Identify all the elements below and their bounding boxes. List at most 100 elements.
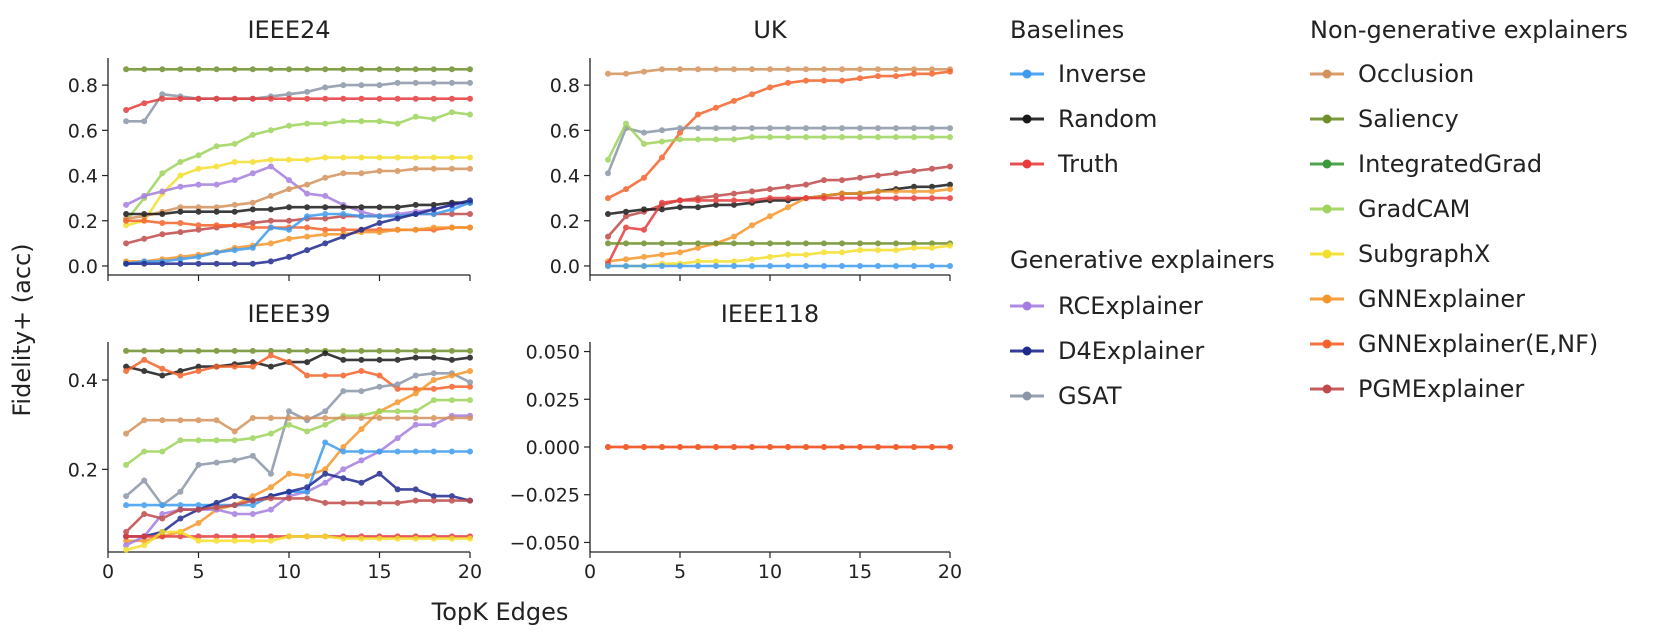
panel-ieee24-point-occlusion	[304, 181, 311, 188]
panel-ieee24-point-inverse	[231, 247, 238, 254]
panel-ieee24-point-subgraphx	[322, 154, 329, 161]
panel-ieee39-x-tick-label: 20	[458, 561, 482, 583]
panel-ieee24-point-inverse	[213, 249, 220, 256]
panel-ieee39-point-gnnexplainer-e-nf	[159, 365, 166, 372]
panel-ieee39-series-saliency	[123, 347, 473, 354]
panel-uk-series-saliency	[605, 240, 953, 247]
panel-ieee39-point-gsat	[123, 493, 130, 500]
legend-item-gradcam-swatch-marker	[1322, 204, 1332, 214]
panel-uk-y-tick-label: 0.8	[550, 75, 580, 97]
panel-ieee39-series-rcexplainer	[123, 412, 473, 549]
legend-item-d4explainer-label: D4Explainer	[1058, 337, 1204, 365]
panel-ieee24-point-d4explainer	[213, 260, 220, 267]
panel-ieee24-point-gnnexplainer	[267, 240, 274, 247]
panel-ieee24-point-saliency	[322, 66, 329, 73]
panel-ieee39-point-gsat	[394, 381, 401, 388]
panel-ieee24-point-random	[123, 211, 130, 217]
panel-ieee39-point-random	[267, 363, 274, 370]
panel-ieee24-point-subgraphx	[213, 163, 220, 170]
panel-ieee39-point-saliency	[141, 347, 148, 354]
panel-ieee24-point-d4explainer	[177, 260, 184, 267]
panel-ieee24-point-saliency	[123, 66, 130, 73]
panel-uk-point-pgmexplainer	[785, 183, 791, 190]
panel-uk-point-gradcam	[857, 134, 863, 141]
panel-ieee24-point-inverse	[340, 211, 347, 217]
panel-uk-point-pgmexplainer	[839, 177, 845, 184]
panel-ieee39-point-gsat	[340, 388, 347, 395]
panel-ieee39-y-tick-label: 0.4	[68, 370, 98, 392]
panel-ieee39-point-pgmexplainer	[141, 511, 148, 517]
panel-ieee39-point-random	[322, 350, 329, 357]
panel-uk-point-gnnexplainer	[623, 256, 629, 263]
panel-ieee118-x-tick-label: 15	[848, 561, 872, 583]
panel-ieee24-point-occlusion	[467, 165, 473, 172]
panel-ieee24-point-random	[376, 204, 383, 211]
panel-ieee24-point-inverse	[358, 213, 365, 220]
panel-ieee39-point-saliency	[177, 347, 184, 354]
panel-uk-point-gnnexplainer	[677, 249, 683, 256]
panel-ieee39-point-inverse	[430, 448, 437, 455]
panel-ieee39-point-d4explainer	[231, 493, 238, 500]
panel-ieee39-point-saliency	[467, 347, 473, 354]
panel-ieee24-point-gnnexplainer-e-nf	[231, 222, 238, 229]
panel-ieee24-point-truth	[159, 95, 166, 102]
panel-ieee39-point-subgraphx	[267, 537, 274, 544]
panel-uk-point-saliency	[641, 240, 647, 247]
panel-uk-point-gnnexplainer-e-nf	[929, 70, 935, 77]
panel-ieee39-point-saliency	[249, 347, 256, 354]
panel-ieee24-point-inverse	[322, 211, 329, 217]
panel-uk-point-subgraphx	[785, 251, 791, 258]
panel-ieee39-point-d4explainer	[340, 475, 347, 482]
panel-ieee39-point-occlusion	[195, 417, 202, 424]
panel-ieee118-x-tick-label: 5	[674, 561, 686, 583]
panel-ieee39-point-gradcam	[249, 435, 256, 442]
panel-ieee24-point-occlusion	[286, 186, 292, 193]
panel-ieee39-point-truth	[141, 533, 148, 540]
panel-uk-line-random	[607, 183, 951, 216]
panel-ieee24-point-occlusion	[322, 174, 329, 181]
panel-ieee39-point-inverse	[177, 502, 184, 509]
panel-uk-point-subgraphx	[803, 251, 809, 258]
panel-ieee24-point-saliency	[448, 66, 455, 73]
panel-ieee118-point-gnnexplainer-e-nf	[749, 444, 755, 450]
panel-ieee39-point-pgmexplainer	[430, 497, 437, 504]
panel-ieee24-point-gnnexplainer-e-nf	[340, 226, 347, 233]
panel-ieee39-point-subgraphx	[394, 535, 401, 542]
panel-ieee39-point-truth	[177, 533, 184, 540]
panel-uk-point-subgraphx	[821, 249, 827, 256]
panel-ieee24-point-truth	[322, 95, 329, 102]
panel-ieee24-line-subgraphx	[125, 156, 470, 227]
panel-ieee24-point-pgmexplainer	[177, 229, 184, 236]
panel-ieee24-point-random	[340, 204, 347, 211]
panel-uk-point-truth	[731, 197, 737, 204]
panel-uk-point-saliency	[821, 240, 827, 247]
panel-uk-point-occlusion	[839, 66, 845, 73]
panel-ieee24-point-occlusion	[267, 192, 274, 199]
panel-ieee24-point-random	[430, 201, 437, 208]
panel-ieee39-point-gnnexplainer	[467, 368, 473, 374]
panel-uk-y-tick-label: 0.4	[550, 166, 580, 188]
panel-uk-point-gnnexplainer-e-nf	[659, 154, 665, 161]
panel-ieee24-point-gsat	[467, 79, 473, 86]
panel-ieee118-point-gnnexplainer-e-nf	[731, 444, 737, 450]
panel-uk-point-gsat	[695, 125, 701, 132]
panel-uk-point-gradcam	[659, 138, 665, 145]
panel-ieee24-series-occlusion	[123, 165, 473, 222]
panel-ieee39-point-rcexplainer	[430, 421, 437, 428]
panel-uk-point-saliency	[839, 240, 845, 247]
panel-uk-point-gnnexplainer-e-nf	[785, 79, 791, 86]
panel-ieee39-point-saliency	[123, 347, 130, 354]
panel-ieee39-point-subgraphx	[231, 537, 238, 544]
panel-ieee39-point-gsat	[430, 370, 437, 377]
panel-ieee24-point-gsat	[430, 79, 437, 86]
panel-ieee24-point-truth	[394, 95, 401, 102]
panel-ieee39-point-random	[448, 356, 455, 363]
panel-ieee24-point-truth	[304, 95, 311, 102]
panel-ieee24-series-d4explainer	[123, 197, 473, 267]
panel-ieee39-point-pgmexplainer	[231, 502, 238, 509]
panel-uk-point-inverse	[767, 263, 773, 269]
panel-ieee24-point-rcexplainer	[159, 188, 166, 195]
panel-ieee39-point-saliency	[159, 347, 166, 354]
panel-ieee39-point-inverse	[123, 502, 130, 509]
panel-ieee39-point-gradcam	[304, 428, 311, 435]
